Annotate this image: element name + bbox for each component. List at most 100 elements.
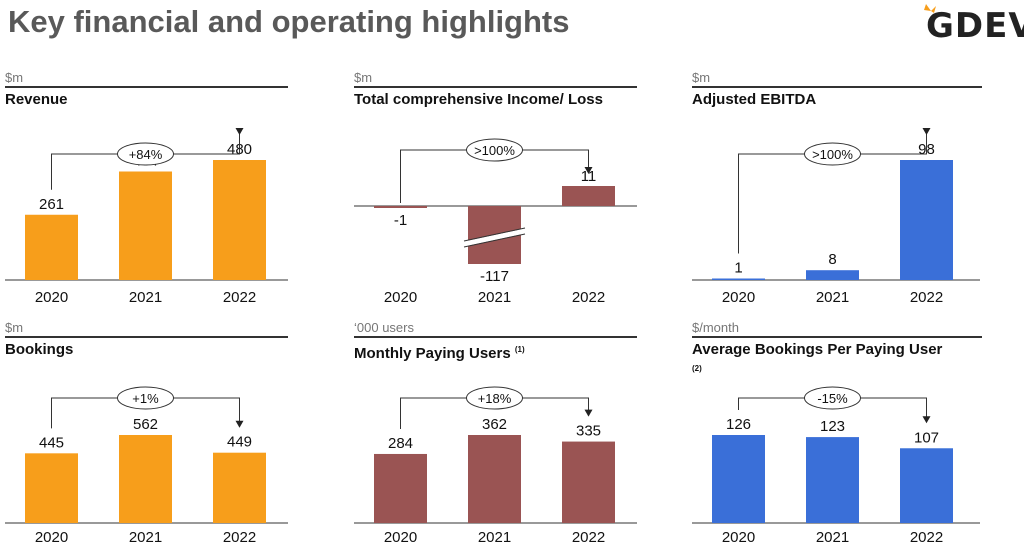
growth-badge bbox=[804, 386, 861, 410]
data-label-2022: 107 bbox=[914, 429, 939, 446]
revenue-chart: 261202043420214802022+84% bbox=[5, 128, 288, 306]
year-label-2022: 2022 bbox=[572, 529, 605, 546]
growth-badge bbox=[804, 142, 861, 166]
bar-2020 bbox=[25, 214, 78, 280]
year-label-2021: 2021 bbox=[129, 289, 162, 306]
bar-2021 bbox=[806, 437, 859, 523]
growth-badge bbox=[117, 386, 174, 410]
arrow-head-icon bbox=[235, 420, 244, 428]
year-label-2022: 2022 bbox=[910, 289, 943, 306]
logo-text: GDEV bbox=[926, 6, 1024, 46]
year-label-2021: 2021 bbox=[129, 529, 162, 546]
unit-label: $m bbox=[5, 320, 24, 335]
data-label-2020: 284 bbox=[388, 435, 413, 452]
arrow-head-icon bbox=[584, 409, 593, 417]
comprehensive-income-chart: -1 2020 -117 2021 11 2022 >100% bbox=[354, 138, 637, 306]
monthly-paying-users-chart: 284 2020 362 2021 335 2022 +18% bbox=[354, 386, 637, 546]
data-label-2020: 445 bbox=[39, 434, 64, 451]
bar-2022 bbox=[562, 186, 615, 206]
year-label-2021: 2021 bbox=[816, 529, 849, 546]
year-label-2020: 2020 bbox=[384, 529, 417, 546]
data-label-2020: 1 bbox=[734, 260, 742, 277]
data-label-2022: 335 bbox=[576, 423, 601, 440]
data-label-2021: 8 bbox=[828, 251, 836, 268]
chart-panel-bookings: 445 2020 562 2021 449 2022 +1% $m Bookings bbox=[5, 320, 290, 550]
bar-2022 bbox=[562, 441, 615, 523]
chart-title: Revenue bbox=[5, 91, 68, 108]
year-label-2022: 2022 bbox=[223, 289, 256, 306]
chart-panel-monthly-paying-users: 284 2020 362 2021 335 2022 +18% ‘000 users Mon… bbox=[354, 320, 639, 550]
axis-break-line bbox=[463, 233, 526, 248]
growth-badge bbox=[466, 386, 523, 410]
year-label-2020: 2020 bbox=[35, 529, 68, 546]
chart-panel-adjusted-ebitda: 1 2020 8 2021 98 2022 >100% $m Adjusted EBITDA bbox=[692, 70, 982, 306]
growth-label: +84% bbox=[129, 147, 163, 162]
bar-2022 bbox=[213, 160, 266, 280]
gdev-logo: GDEV bbox=[922, 2, 1024, 46]
year-label-2020: 2020 bbox=[384, 289, 417, 306]
bar-2020 bbox=[374, 453, 427, 523]
bar-2022 bbox=[213, 452, 266, 523]
data-label-2022: 449 bbox=[227, 434, 252, 451]
growth-badge bbox=[466, 138, 523, 162]
bar-2022 bbox=[900, 448, 953, 523]
year-label-2022: 2022 bbox=[223, 529, 256, 546]
data-label-2021: 362 bbox=[482, 416, 507, 433]
growth-label: +1% bbox=[132, 391, 159, 406]
chart-title: Bookings bbox=[5, 341, 74, 358]
bar-2020 bbox=[712, 278, 765, 280]
unit-label: $m bbox=[354, 70, 373, 85]
growth-label: +18% bbox=[478, 391, 512, 406]
data-label-2021: 123 bbox=[820, 418, 845, 435]
year-label-2020: 2020 bbox=[722, 289, 755, 306]
header-rule bbox=[354, 336, 637, 338]
year-label-2020: 2020 bbox=[35, 289, 68, 306]
unit-label: $m bbox=[5, 70, 24, 85]
bar-2021 bbox=[119, 435, 172, 523]
data-label-2020: -1 bbox=[394, 212, 407, 229]
data-label-2022: 11 bbox=[581, 168, 597, 185]
year-label-2021: 2021 bbox=[816, 289, 849, 306]
axis-break-mark bbox=[463, 228, 526, 247]
growth-badge bbox=[117, 142, 174, 166]
logo-star-icon bbox=[924, 4, 936, 13]
year-label-2022: 2022 bbox=[572, 289, 605, 306]
bar-2021 bbox=[806, 270, 859, 280]
bar-2020 bbox=[712, 435, 765, 523]
header-rule bbox=[5, 336, 288, 338]
bar-2021 bbox=[468, 435, 521, 523]
chart-panel-average-bookings: 126 2020 123 2021 107 2022 -15% $/month Averag… bbox=[692, 320, 982, 550]
arrow-head-icon bbox=[235, 128, 244, 135]
data-label-2021: 562 bbox=[133, 416, 158, 433]
unit-label: $/month bbox=[692, 320, 739, 335]
data-label-2020: 261 bbox=[39, 196, 64, 213]
footnote-marker: (1) bbox=[514, 345, 525, 354]
footnote-marker: (2) bbox=[692, 364, 702, 373]
data-label-2021: -117 bbox=[480, 268, 509, 285]
chart-title: Monthly Paying Users (1) bbox=[354, 345, 525, 362]
arrow-head-icon bbox=[922, 128, 931, 135]
growth-label: >100% bbox=[474, 143, 515, 158]
bar-2020 bbox=[374, 206, 427, 208]
axis-break-line bbox=[463, 227, 526, 242]
page-title: Key financial and operating highlights bbox=[8, 4, 570, 39]
header-rule bbox=[354, 86, 637, 88]
year-label-2022: 2022 bbox=[910, 529, 943, 546]
growth-label: >100% bbox=[812, 147, 853, 162]
bar-2022 bbox=[900, 160, 953, 280]
chart-title: Adjusted EBITDA bbox=[692, 91, 817, 108]
bar-2021 bbox=[119, 171, 172, 280]
chart-title: Average Bookings Per Paying User (2) bbox=[692, 341, 943, 373]
year-label-2020: 2020 bbox=[722, 529, 755, 546]
header-rule bbox=[692, 336, 982, 338]
bar-2020 bbox=[25, 453, 78, 523]
arrow-head-icon bbox=[922, 416, 931, 424]
chart-title: Total comprehensive Income/ Loss bbox=[354, 91, 603, 108]
data-label-2020: 126 bbox=[726, 416, 751, 433]
chart-panel-revenue: 261202043420214802022+84% $m Revenue bbox=[5, 70, 290, 306]
bookings-chart: 445 2020 562 2021 449 2022 +1% bbox=[5, 386, 288, 546]
unit-label: $m bbox=[692, 70, 711, 85]
unit-label: ‘000 users bbox=[354, 320, 414, 335]
year-label-2021: 2021 bbox=[478, 289, 511, 306]
